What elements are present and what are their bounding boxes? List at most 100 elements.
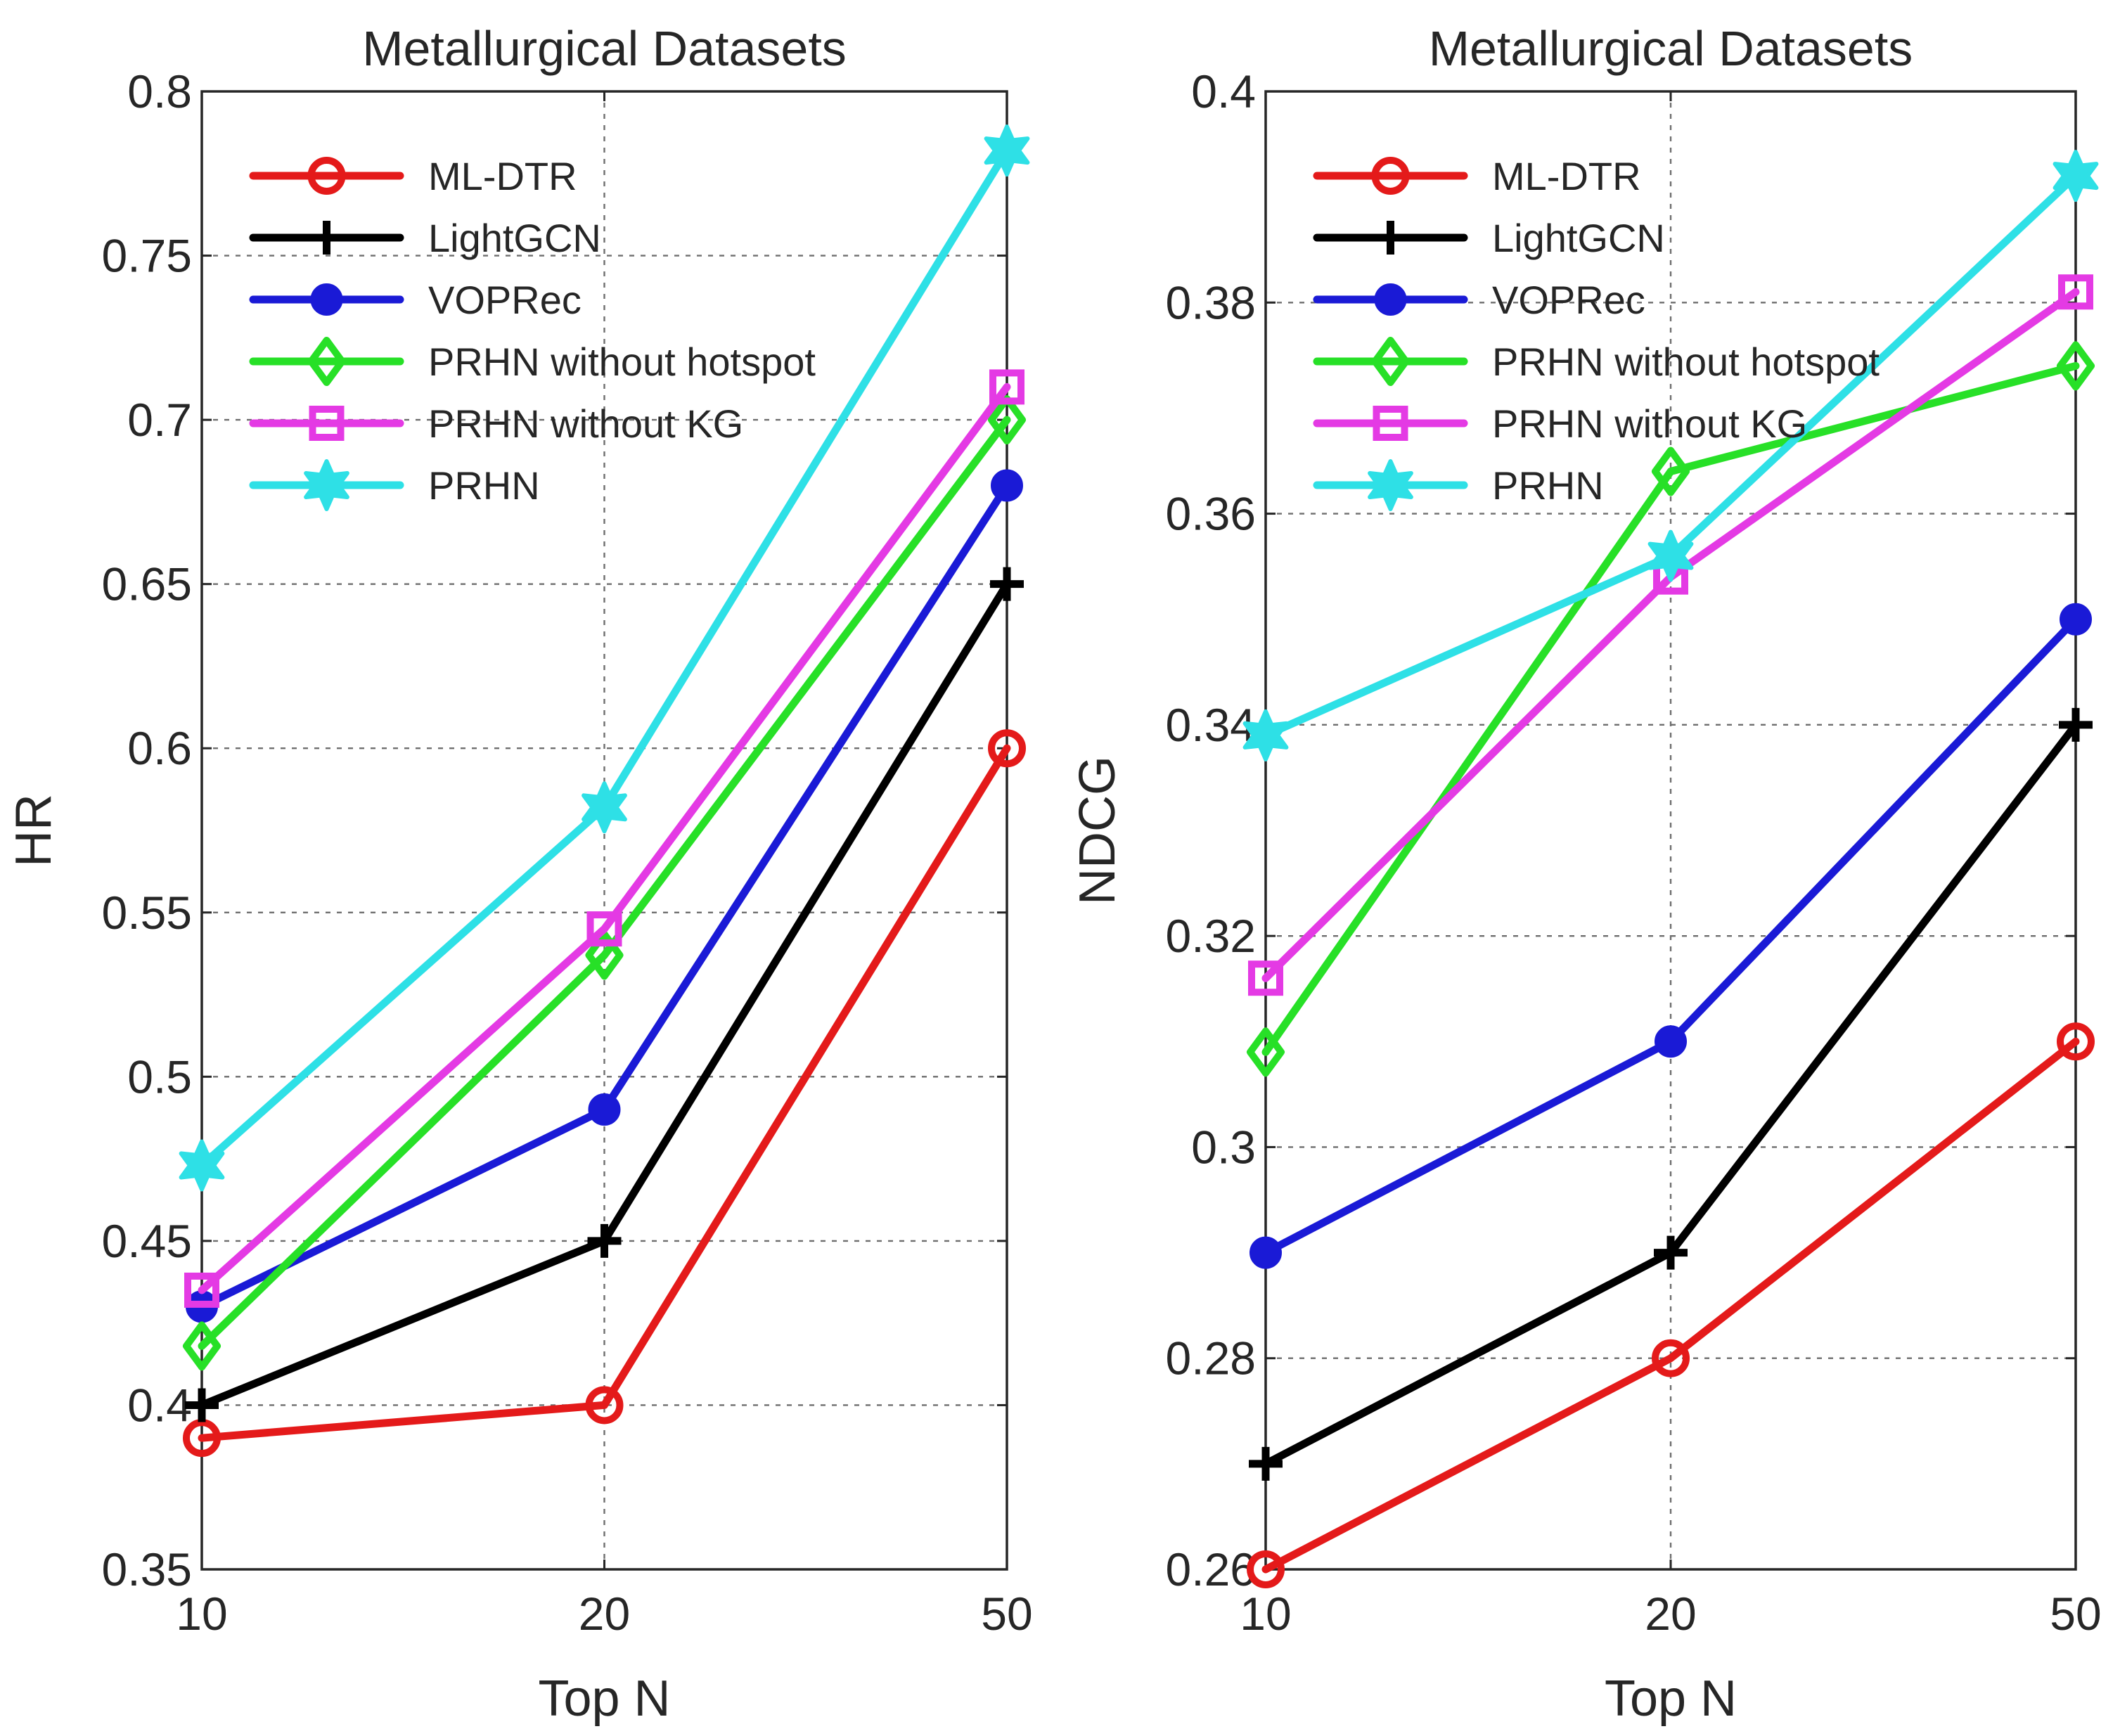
data-point-prhn <box>1647 529 1694 582</box>
y-tick-label: 0.3 <box>1191 1121 1256 1173</box>
data-point-lightgcn <box>1249 1446 1283 1481</box>
data-point-prhn-without-kg <box>586 911 622 947</box>
data-point-prhn-without-hotspot <box>2057 341 2095 391</box>
y-tick-label: 0.34 <box>1166 699 1256 751</box>
y-tick-label: 0.35 <box>102 1543 192 1595</box>
series-prhn <box>179 124 1030 1192</box>
legend-label: PRHN <box>428 463 540 508</box>
series-line-prhn-without-hotspot <box>198 416 1011 1350</box>
legend: ML-DTR LightGCN VOPRec PRHN without hotspot… <box>1313 154 1880 511</box>
y-tick-label: 0.55 <box>102 887 192 939</box>
data-point-prhn-without-hotspot <box>1652 446 1690 496</box>
data-point-ml-dtr <box>988 729 1026 768</box>
legend-marker-prhn <box>1368 459 1413 511</box>
series-voprec <box>186 469 1023 1323</box>
series-line-ml-dtr <box>198 744 1011 1442</box>
data-point-voprec <box>1249 1236 1282 1269</box>
x-tick-label: 20 <box>1645 1588 1696 1640</box>
series-prhn-without-hotspot <box>1247 341 2095 1077</box>
x-tick-label: 10 <box>1240 1588 1291 1640</box>
ndcg-chart-panel: 0.26 0.28 0.3 0.32 0.34 0.36 0.38 0.4 10 20 50 Meta… <box>1069 21 2102 1727</box>
y-tick-label: 0.8 <box>127 65 192 117</box>
data-point-lightgcn <box>990 567 1024 601</box>
legend-label: PRHN without KG <box>428 401 743 446</box>
data-point-voprec <box>1655 1025 1687 1058</box>
y-tick-label: 0.7 <box>127 394 192 446</box>
data-point-prhn <box>582 781 627 834</box>
data-point-lightgcn <box>1654 1235 1688 1270</box>
y-tick-label: 0.45 <box>102 1215 192 1267</box>
data-point-prhn-without-hotspot <box>1247 1027 1285 1077</box>
data-point-prhn-without-kg <box>989 369 1024 405</box>
legend: ML-DTR LightGCN VOPRec PRHN without hotspot… <box>249 154 816 511</box>
legend-marker-voprec <box>310 283 343 316</box>
series-line-ml-dtr <box>1261 1037 2080 1574</box>
data-point-voprec <box>991 469 1023 502</box>
y-axis-label: NDCG <box>1069 756 1126 905</box>
x-tick-label: 50 <box>981 1588 1032 1640</box>
data-point-lightgcn <box>587 1223 622 1258</box>
y-axis-label: HR <box>6 794 62 867</box>
data-point-ml-dtr <box>1652 1339 1690 1377</box>
legend-label: ML-DTR <box>428 154 577 198</box>
y-tick-label: 0.6 <box>127 722 192 774</box>
y-tick-label: 0.5 <box>127 1050 192 1102</box>
legend-label: LightGCN <box>428 216 601 260</box>
series-voprec <box>1249 603 2092 1269</box>
series-ml-dtr <box>183 729 1026 1458</box>
legend-label: VOPRec <box>1492 278 1645 322</box>
y-tick-label: 0.4 <box>127 1379 192 1431</box>
y-tick-label: 0.75 <box>102 230 192 282</box>
plot-area <box>1264 90 2077 1571</box>
x-tick-label: 50 <box>2050 1588 2101 1640</box>
legend-marker-prhn <box>304 459 349 511</box>
legend-marker-prhn-without-kg <box>309 406 345 441</box>
y-tick-label: 0.32 <box>1166 910 1256 962</box>
data-point-prhn <box>1242 709 1289 761</box>
x-tick-label: 20 <box>579 1588 630 1640</box>
legend-label: PRHN <box>1492 463 1604 508</box>
series-prhn-without-kg <box>184 369 1024 1308</box>
x-axis-label: Top N <box>538 1671 670 1727</box>
x-tick-label: 10 <box>176 1588 227 1640</box>
data-point-prhn-without-kg <box>2058 274 2093 310</box>
series-prhn <box>1242 150 2099 761</box>
data-point-voprec <box>2060 603 2092 636</box>
series-ml-dtr <box>1247 1022 2095 1588</box>
data-point-prhn <box>984 124 1030 177</box>
y-tick-label: 0.65 <box>102 558 192 610</box>
legend-marker-voprec <box>1374 283 1407 316</box>
data-point-ml-dtr <box>1247 1550 1285 1588</box>
data-point-lightgcn <box>2059 707 2093 742</box>
series-lightgcn <box>1249 707 2093 1481</box>
legend-marker-ml-dtr <box>307 157 346 195</box>
series-prhn-without-hotspot <box>183 395 1026 1371</box>
legend-label: PRHN without KG <box>1492 401 1807 446</box>
chart-title: Metallurgical Datasets <box>1429 21 1913 76</box>
y-tick-label: 0.28 <box>1166 1332 1256 1384</box>
data-point-ml-dtr <box>183 1419 221 1458</box>
series-lightgcn <box>185 567 1024 1422</box>
legend-marker-prhn-without-hotspot <box>307 337 346 386</box>
data-point-prhn-without-hotspot <box>585 930 624 980</box>
legend-label: PRHN without hotspot <box>428 340 816 384</box>
legend-marker-prhn-without-hotspot <box>1371 337 1410 386</box>
y-tick-label: 0.4 <box>1191 65 1256 117</box>
legend-label: VOPRec <box>428 278 582 322</box>
x-axis-label: Top N <box>1605 1671 1737 1727</box>
series-line-prhn-without-hotspot <box>1261 361 2080 1056</box>
y-tick-label: 0.38 <box>1166 276 1256 328</box>
data-point-ml-dtr <box>2057 1022 2095 1061</box>
legend-label: ML-DTR <box>1492 154 1641 198</box>
data-point-prhn <box>179 1139 225 1192</box>
legend-label: PRHN without hotspot <box>1492 340 1880 384</box>
y-tick-label: 0.26 <box>1166 1543 1256 1595</box>
data-point-prhn-without-hotspot <box>183 1321 221 1371</box>
chart-title: Metallurgical Datasets <box>362 21 847 76</box>
legend-label: LightGCN <box>1492 216 1665 260</box>
data-point-ml-dtr <box>585 1386 624 1425</box>
data-point-lightgcn <box>185 1388 219 1422</box>
legend-marker-prhn-without-kg <box>1373 406 1408 441</box>
y-tick-label: 0.36 <box>1166 488 1256 540</box>
